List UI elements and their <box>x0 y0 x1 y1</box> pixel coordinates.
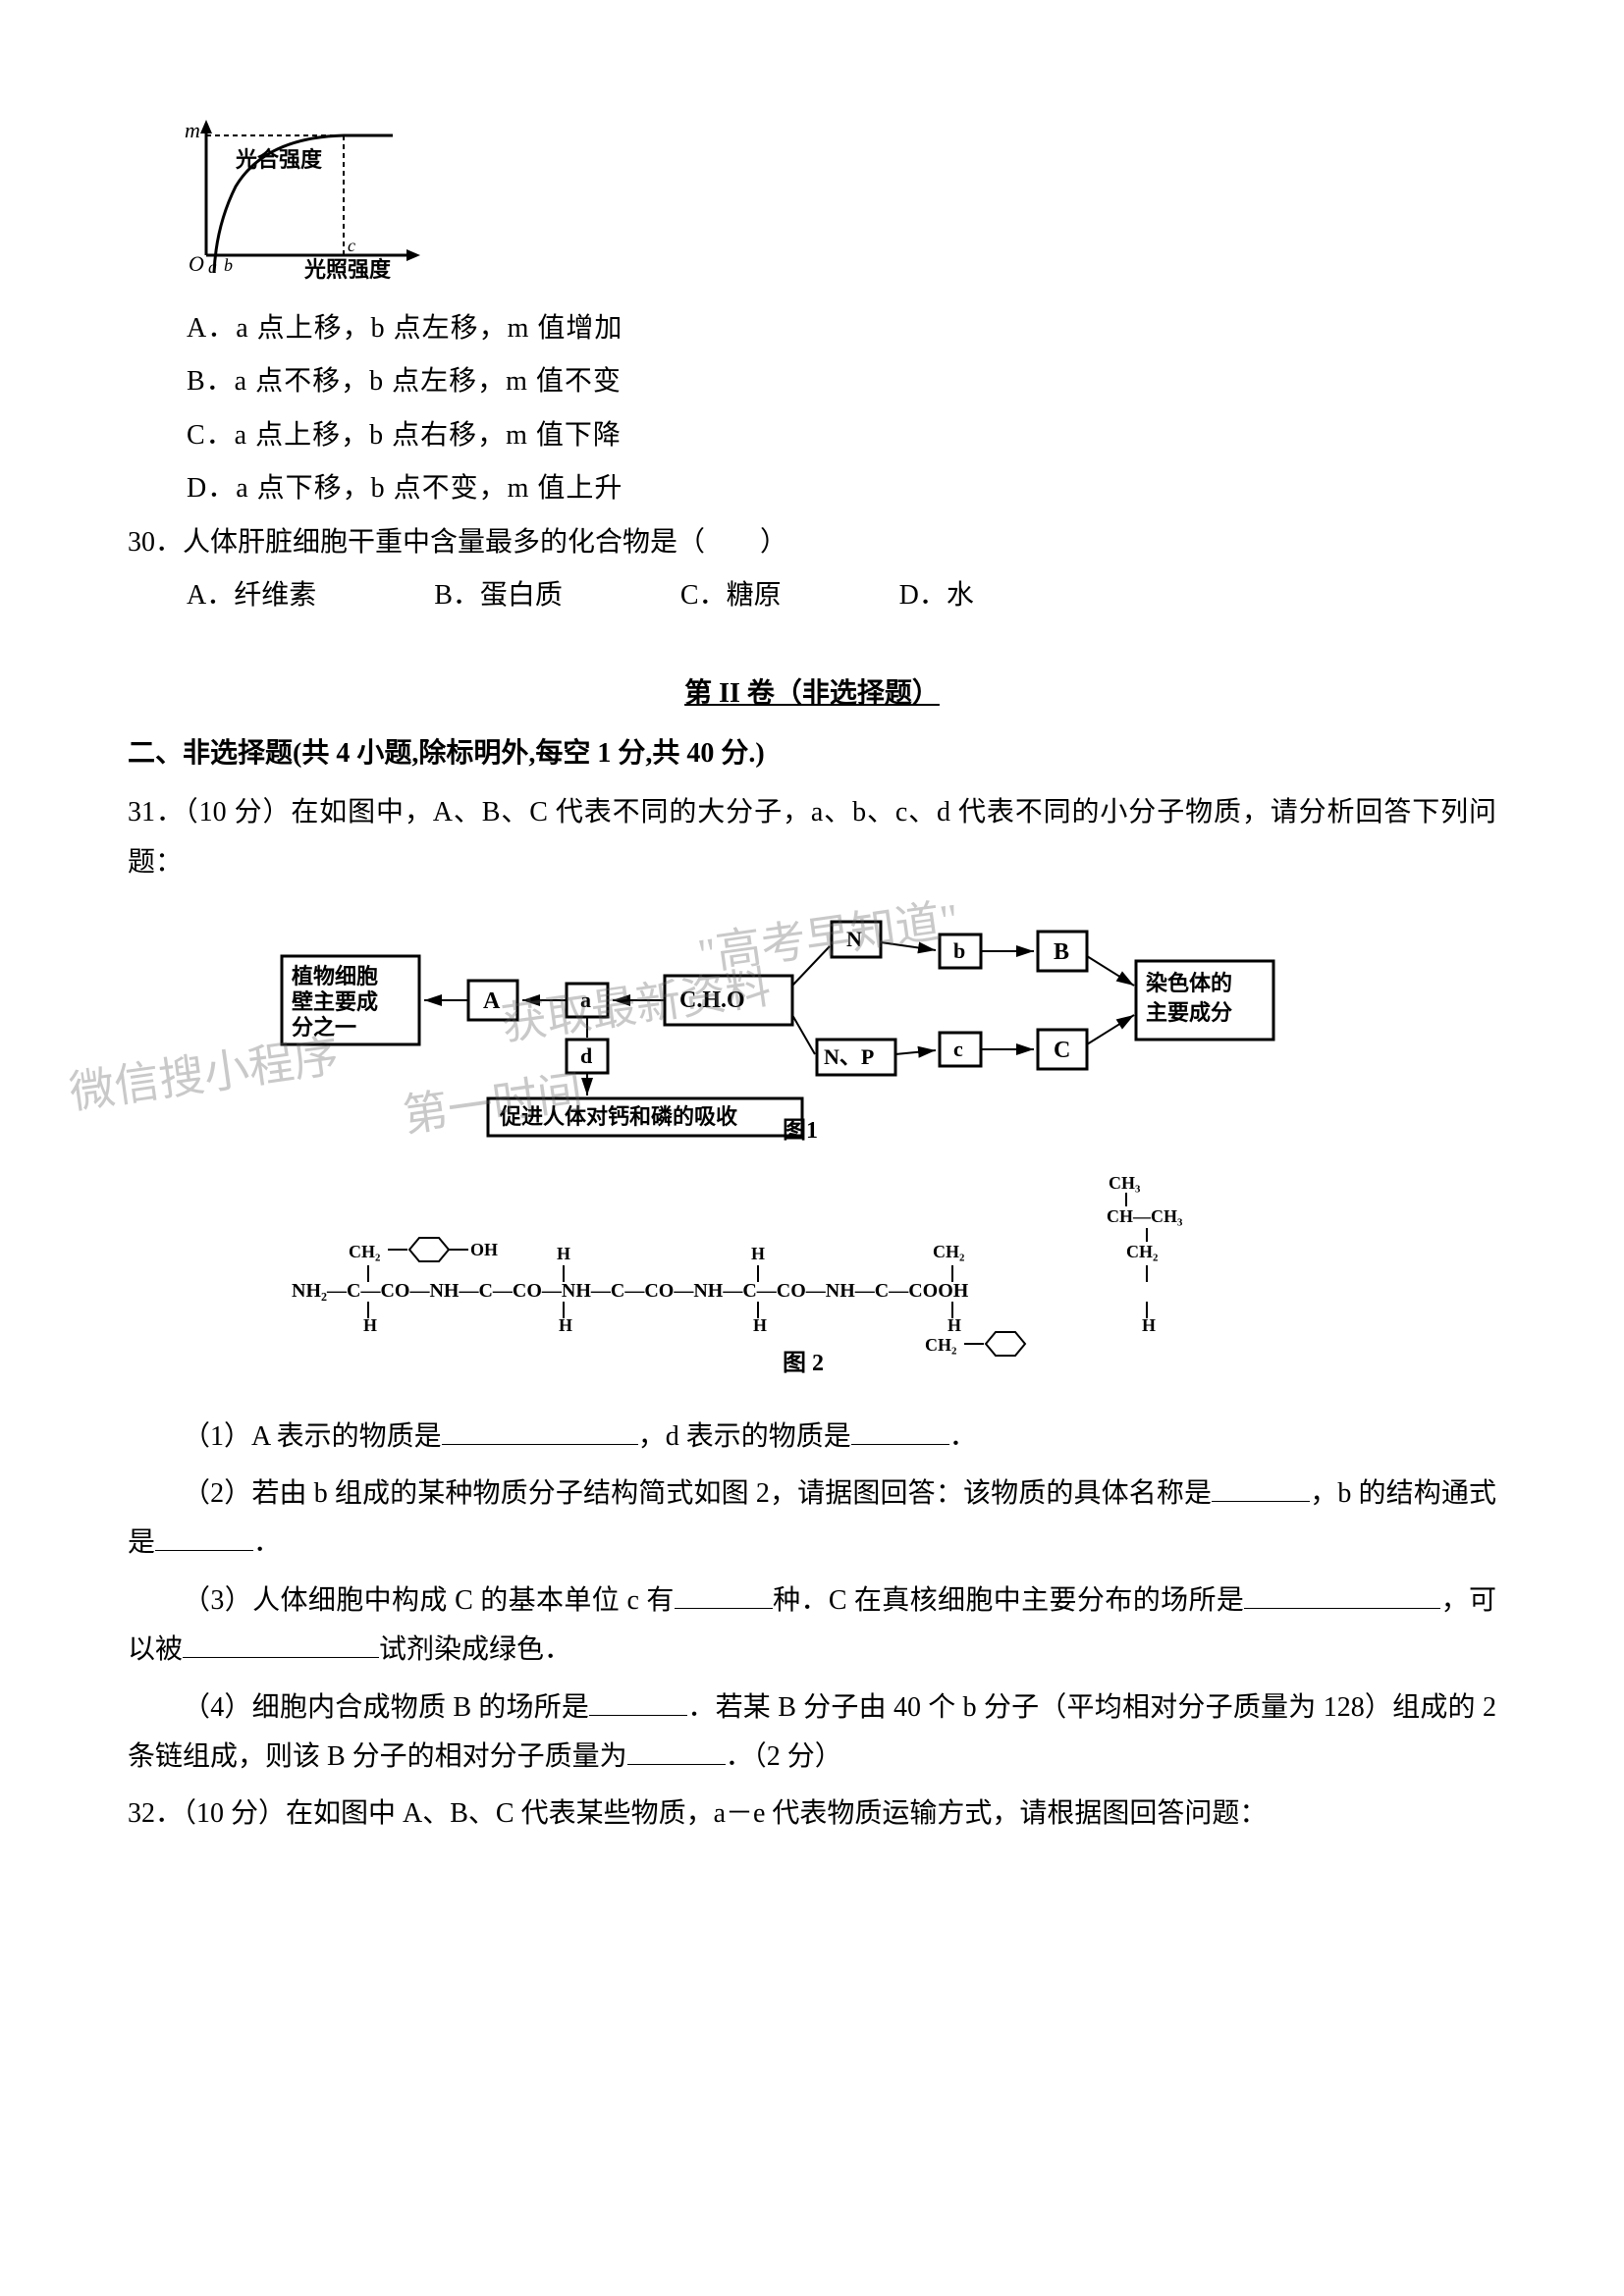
q30-stem: 30．人体肝脏细胞干重中含量最多的化合物是（ ） <box>128 518 1496 567</box>
svg-text:植物细胞: 植物细胞 <box>292 964 378 988</box>
q31-sub4-end: ．（2 分） <box>726 1741 842 1772</box>
section-2-title: 第 II 卷（非选择题） <box>128 669 1496 719</box>
blank <box>675 1580 773 1609</box>
q31-sub2: （2）若由 b 组成的某种物质分子结构简式如图 2，请据图回答：该物质的具体名称… <box>128 1469 1496 1569</box>
blank <box>183 1629 379 1658</box>
svg-text:N: N <box>846 927 862 951</box>
section-2-subtitle: 二、非选择题(共 4 小题,除标明外,每空 1 分,共 40 分.) <box>128 729 1496 778</box>
blank <box>851 1416 949 1445</box>
q31-sub1-mid: ，d 表示的物质是 <box>638 1421 851 1452</box>
q31-sub2-pre: （2）若由 b 组成的某种物质分子结构简式如图 2，请据图回答：该物质的具体名称… <box>183 1478 1212 1509</box>
svg-text:CH₂: CH₂ <box>349 1242 380 1261</box>
svg-text:NH₂—C—CO—NH—C—CO—NH—C—CO—NH—C—: NH₂—C—CO—NH—C—CO—NH—C—CO—NH—C—CO—NH—C—CO… <box>292 1280 969 1302</box>
svg-text:H: H <box>753 1315 767 1335</box>
q31-sub1: （1）A 表示的物质是 ，d 表示的物质是 ． <box>128 1413 1496 1462</box>
q29-option-a: A．a 点上移，b 点左移，m 值增加 <box>187 304 1496 353</box>
label-c: c <box>348 236 355 255</box>
diagram-1-wrap: "高考早知道" 获取最新资料 微信搜小程序 第一时间 植物细胞 壁主要成 分之一… <box>128 907 1496 1393</box>
diagram-2-svg: NH₂—C—CO—NH—C—CO—NH—C—CO—NH—C—CO—NH—C—CO… <box>272 1159 1352 1375</box>
svg-text:CH—CH₃: CH—CH₃ <box>1107 1206 1183 1226</box>
svg-text:CH₂: CH₂ <box>1126 1242 1158 1261</box>
blank <box>155 1522 253 1551</box>
curve-label: 光合强度 <box>235 147 323 172</box>
svg-text:C.H.O: C.H.O <box>679 988 745 1013</box>
svg-text:A: A <box>483 988 501 1014</box>
svg-text:H: H <box>557 1244 570 1263</box>
blank <box>1244 1580 1440 1609</box>
svg-text:b: b <box>953 938 965 963</box>
svg-text:H: H <box>559 1315 572 1335</box>
q31-sub4: （4）细胞内合成物质 B 的场所是．若某 B 分子由 40 个 b 分子（平均相… <box>128 1683 1496 1783</box>
svg-text:CH₃: CH₃ <box>1109 1173 1141 1193</box>
svg-text:H: H <box>947 1315 961 1335</box>
svg-text:分之一: 分之一 <box>292 1015 356 1040</box>
svg-text:CH₂: CH₂ <box>925 1335 956 1355</box>
svg-text:H: H <box>363 1315 377 1335</box>
q31-sub3-mid1: 种．C 在真核细胞中主要分布的场所是 <box>773 1585 1245 1616</box>
svg-text:a: a <box>580 988 591 1012</box>
svg-text:N、P: N、P <box>824 1044 874 1069</box>
blank <box>627 1736 726 1765</box>
label-b: b <box>224 255 233 275</box>
label-a: a <box>208 257 217 277</box>
svg-text:染色体的: 染色体的 <box>1146 971 1232 995</box>
svg-text:图 2: 图 2 <box>783 1350 824 1375</box>
diagram-1-svg: 植物细胞 壁主要成 分之一 A a C.H.O N N、P b c <box>272 907 1352 1143</box>
svg-text:OH: OH <box>470 1240 498 1259</box>
svg-text:主要成分: 主要成分 <box>1146 1000 1232 1025</box>
q31-sub4-pre: （4）细胞内合成物质 B 的场所是 <box>183 1692 589 1723</box>
svg-text:B: B <box>1054 939 1069 965</box>
blank <box>442 1416 638 1445</box>
blank <box>589 1687 687 1716</box>
svg-text:图1: 图1 <box>783 1117 818 1143</box>
svg-text:H: H <box>1142 1315 1156 1335</box>
graph-svg: m 光合强度 O a b c 光照强度 <box>167 108 442 285</box>
svg-text:d: d <box>580 1043 592 1068</box>
q31-sub2-end: ． <box>253 1527 281 1558</box>
svg-text:壁主要成: 壁主要成 <box>292 989 378 1014</box>
x-axis-label: 光照强度 <box>303 257 392 282</box>
svg-text:H: H <box>751 1244 765 1263</box>
q30-option-c: C．糖原 <box>680 571 782 620</box>
svg-text:c: c <box>953 1037 963 1061</box>
q31-sub3: （3）人体细胞中构成 C 的基本单位 c 有 种．C 在真核细胞中主要分布的场所是… <box>128 1576 1496 1676</box>
svg-text:CH₂: CH₂ <box>933 1242 964 1261</box>
q29-option-b: B．a 点不移，b 点左移，m 值不变 <box>187 357 1496 406</box>
label-O: O <box>189 251 204 276</box>
svg-text:促进人体对钙和磷的吸收: 促进人体对钙和磷的吸收 <box>499 1104 737 1129</box>
q31-sub3-pre: （3）人体细胞中构成 C 的基本单位 c 有 <box>183 1585 675 1616</box>
q30-option-d: D．水 <box>899 571 974 620</box>
label-m: m <box>185 118 200 142</box>
q30-option-a: A．纤维素 <box>187 571 316 620</box>
svg-text:C: C <box>1054 1038 1070 1063</box>
q29-option-d: D．a 点下移，b 点不变，m 值上升 <box>187 464 1496 513</box>
q31-sub1-pre: （1）A 表示的物质是 <box>183 1421 442 1452</box>
q29-option-c: C．a 点上移，b 点右移，m 值下降 <box>187 411 1496 460</box>
q31-sub1-end: ． <box>949 1421 977 1452</box>
q31-stem: 31．（10 分）在如图中，A、B、C 代表不同的大分子，a、b、c、d 代表不… <box>128 788 1496 887</box>
q31-sub3-end: 试剂染成绿色． <box>379 1634 571 1665</box>
q32-stem: 32．（10 分）在如图中 A、B、C 代表某些物质，a－e 代表物质运输方式，… <box>128 1789 1496 1839</box>
q30-option-b: B．蛋白质 <box>434 571 563 620</box>
blank <box>1212 1473 1310 1502</box>
graph-photosynthesis: m 光合强度 O a b c 光照强度 <box>167 108 1496 285</box>
